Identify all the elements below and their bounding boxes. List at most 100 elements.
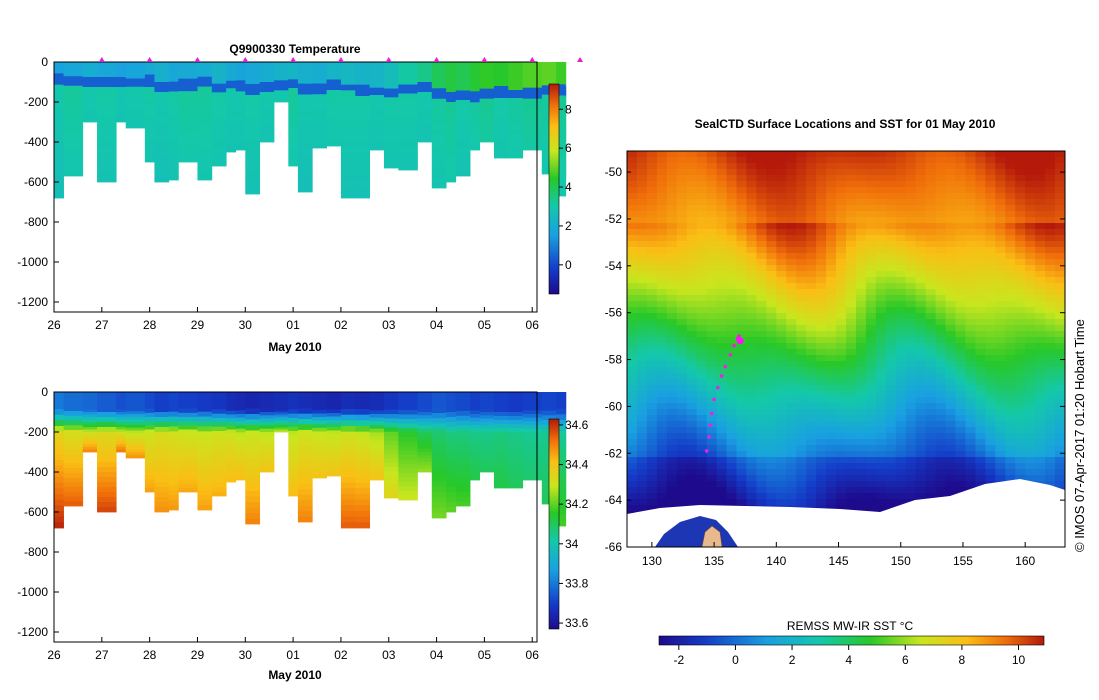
section-cell	[197, 86, 213, 92]
section-cell	[431, 146, 447, 152]
section-cell	[197, 71, 213, 78]
sst-cell	[746, 337, 758, 344]
sst-cell	[836, 259, 847, 266]
sst-cell	[816, 277, 827, 284]
sst-cell	[776, 235, 787, 242]
sst-cell	[955, 199, 967, 206]
section-cell	[235, 403, 246, 408]
section-cell	[178, 128, 198, 134]
sst-cell	[706, 439, 718, 446]
sst-cell	[945, 379, 957, 386]
sst-cell	[1015, 433, 1026, 440]
sst-cell	[696, 157, 708, 164]
sst-cell	[836, 169, 847, 176]
sst-cell	[995, 463, 1006, 470]
sst-cell	[865, 487, 877, 494]
sst-cell	[706, 367, 718, 374]
sst-cell	[716, 361, 728, 368]
sst-cell	[656, 169, 668, 176]
sst-cell	[905, 271, 917, 278]
y-tick-label: -1200	[17, 625, 48, 639]
sst-cell	[826, 481, 837, 488]
section-cell	[168, 480, 179, 486]
sst-cell	[865, 367, 877, 374]
sst-cell	[666, 277, 678, 284]
sst-cell	[885, 487, 897, 494]
sst-cell	[985, 397, 996, 404]
sst-cell	[816, 223, 827, 230]
sst-cell	[1005, 403, 1016, 410]
section-cell	[144, 145, 155, 150]
sst-cell	[1015, 277, 1026, 284]
section-cell	[273, 73, 289, 76]
section-cell	[479, 462, 495, 466]
section-cell	[326, 62, 342, 66]
sst-cell	[726, 409, 738, 416]
section-cell	[508, 456, 524, 461]
sst-cell	[686, 289, 698, 296]
sst-cell	[935, 151, 947, 158]
sst-cell	[796, 259, 807, 266]
section-cell	[168, 116, 179, 122]
sst-cell	[706, 331, 718, 338]
sst-cell	[806, 241, 817, 248]
sst-cell	[915, 211, 927, 218]
sst-cell	[995, 337, 1006, 344]
sst-cell	[786, 457, 797, 464]
sst-cell	[925, 205, 937, 212]
sst-cell	[865, 199, 877, 206]
sst-cell	[975, 463, 986, 470]
section-cell	[178, 116, 198, 121]
sst-cell	[1035, 289, 1046, 296]
sst-cell	[965, 451, 977, 458]
section-cell	[522, 458, 543, 463]
section-cell	[312, 467, 327, 472]
sst-cell	[656, 421, 668, 428]
sst-cell	[656, 301, 668, 308]
sst-cell	[1055, 379, 1065, 386]
sst-cell	[746, 445, 758, 452]
sst-cell	[875, 415, 887, 422]
sst-cell	[935, 469, 947, 476]
section-cell	[565, 505, 567, 511]
section-cell	[97, 62, 117, 68]
section-cell	[259, 95, 275, 100]
sst-cell	[726, 343, 738, 350]
sst-cell	[925, 319, 937, 326]
section-cell	[63, 138, 84, 144]
section-cell	[82, 99, 98, 103]
section-cell	[556, 151, 567, 158]
temperature-panel-title: Q9900330 Temperature	[229, 42, 361, 56]
section-cell	[178, 95, 198, 100]
sst-cell	[836, 397, 847, 404]
sst-cell	[985, 325, 996, 332]
section-cell	[125, 400, 146, 404]
sst-cell	[786, 247, 797, 254]
section-cell	[326, 114, 342, 119]
section-cell	[340, 488, 356, 495]
section-cell	[470, 91, 481, 96]
sst-cell	[776, 151, 787, 158]
section-cell	[144, 141, 155, 146]
section-cell	[211, 92, 227, 98]
sst-cell	[796, 205, 807, 212]
sst-cell	[995, 379, 1006, 386]
sst-cell	[666, 397, 678, 404]
sst-cell	[1035, 295, 1046, 302]
sst-cell	[706, 307, 718, 314]
sst-cell	[965, 343, 977, 350]
section-cell	[116, 74, 127, 78]
sst-cell	[895, 349, 907, 356]
section-cell	[245, 502, 261, 508]
section-cell	[178, 467, 198, 472]
section-cell	[297, 435, 313, 442]
sst-cell	[995, 325, 1006, 332]
sst-cell	[716, 337, 728, 344]
sst-cell	[905, 181, 917, 188]
sst-cell	[676, 481, 688, 488]
sst-cell	[1035, 457, 1046, 464]
sst-cell	[686, 361, 698, 368]
section-cell	[125, 449, 146, 453]
sst-cell	[865, 187, 877, 194]
sst-cell	[646, 241, 658, 248]
